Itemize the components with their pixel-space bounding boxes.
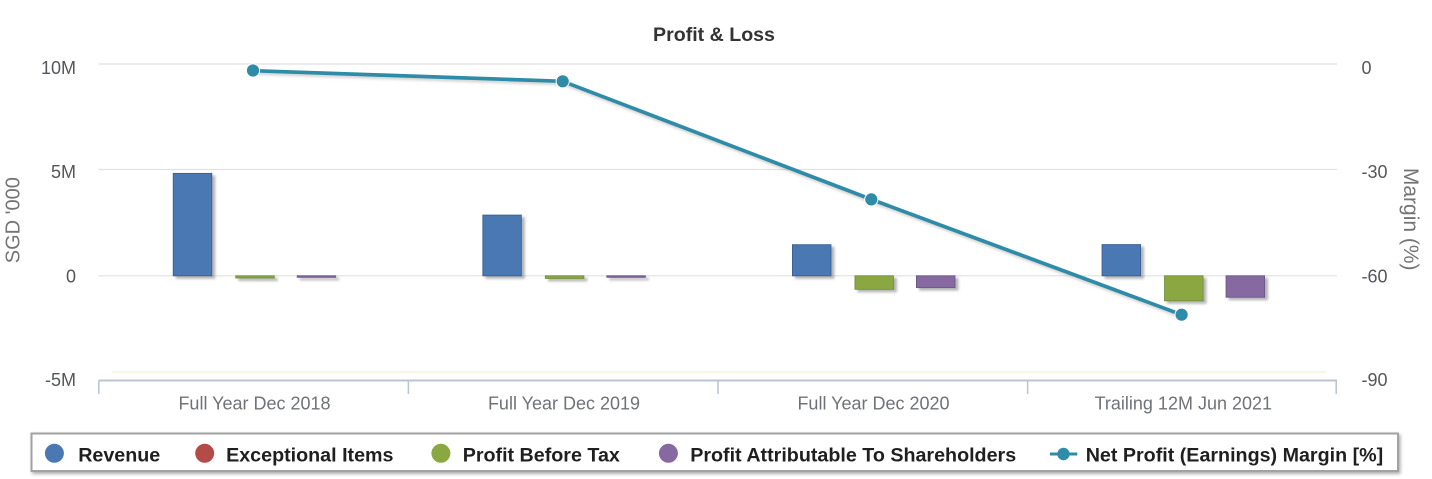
svg-text:Full Year Dec 2018: Full Year Dec 2018 xyxy=(178,393,330,413)
svg-text:0: 0 xyxy=(66,267,76,287)
svg-text:Profit & Loss: Profit & Loss xyxy=(653,24,775,46)
svg-text:10M: 10M xyxy=(41,58,76,78)
svg-text:SGD '000: SGD '000 xyxy=(3,177,25,263)
svg-text:5M: 5M xyxy=(51,162,76,182)
svg-text:-90: -90 xyxy=(1362,370,1388,390)
svg-text:-60: -60 xyxy=(1362,267,1388,287)
svg-text:Exceptional Items: Exceptional Items xyxy=(226,444,393,466)
svg-text:Full Year Dec 2019: Full Year Dec 2019 xyxy=(488,393,640,413)
svg-text:Revenue: Revenue xyxy=(78,444,160,466)
svg-text:-5M: -5M xyxy=(45,370,76,390)
svg-text:Profit Before Tax: Profit Before Tax xyxy=(463,444,620,466)
svg-text:Full Year Dec 2020: Full Year Dec 2020 xyxy=(797,393,949,413)
svg-text:Margin (%): Margin (%) xyxy=(1399,168,1422,271)
svg-text:Profit Attributable To Shareho: Profit Attributable To Shareholders xyxy=(690,444,1016,466)
svg-text:Trailing 12M Jun 2021: Trailing 12M Jun 2021 xyxy=(1095,393,1272,413)
svg-text:-30: -30 xyxy=(1362,162,1388,182)
svg-text:Net Profit (Earnings) Margin [: Net Profit (Earnings) Margin [%] xyxy=(1086,444,1384,466)
svg-text:0: 0 xyxy=(1362,58,1372,78)
